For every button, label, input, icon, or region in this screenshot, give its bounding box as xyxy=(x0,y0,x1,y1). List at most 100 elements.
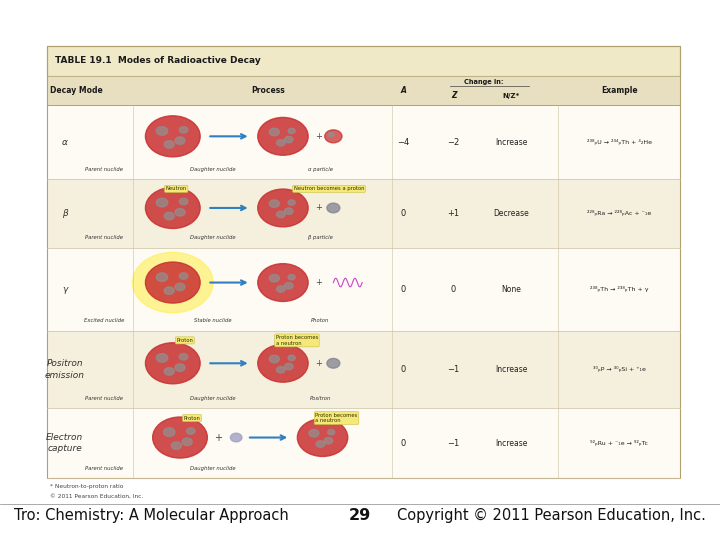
Text: A: A xyxy=(400,86,406,95)
Text: Daughter nuclide: Daughter nuclide xyxy=(189,167,235,172)
Circle shape xyxy=(179,354,188,360)
Text: © 2011 Pearson Education, Inc.: © 2011 Pearson Education, Inc. xyxy=(50,494,144,499)
Circle shape xyxy=(182,438,192,446)
Text: Z: Z xyxy=(451,91,456,100)
Text: * Neutron-to-proton ratio: * Neutron-to-proton ratio xyxy=(50,484,124,489)
Text: Neutron becomes a proton: Neutron becomes a proton xyxy=(294,186,364,191)
Text: ²³⁸ₚU → ²³⁴ₚTh + ⁴₂He: ²³⁸ₚU → ²³⁴ₚTh + ⁴₂He xyxy=(587,139,652,145)
Text: 0: 0 xyxy=(400,438,406,448)
Circle shape xyxy=(164,212,174,220)
Bar xyxy=(47,408,680,478)
Circle shape xyxy=(156,198,168,207)
Circle shape xyxy=(297,418,348,456)
Circle shape xyxy=(186,428,195,434)
Bar xyxy=(47,179,680,248)
Circle shape xyxy=(163,428,175,436)
Circle shape xyxy=(258,264,308,301)
Text: +: + xyxy=(214,433,222,443)
Text: Parent nuclide: Parent nuclide xyxy=(86,167,123,172)
Text: Positron: Positron xyxy=(310,396,331,401)
Text: Tro: Chemistry: A Molecular Approach: Tro: Chemistry: A Molecular Approach xyxy=(14,508,289,523)
Text: Electron
capture: Electron capture xyxy=(46,433,84,453)
Text: ⁹²ₚRu + ⁻₁e → ⁹²ₚTc: ⁹²ₚRu + ⁻₁e → ⁹²ₚTc xyxy=(590,440,648,446)
Text: Decrease: Decrease xyxy=(493,209,529,218)
Circle shape xyxy=(288,200,295,205)
Circle shape xyxy=(269,274,279,282)
Text: −2: −2 xyxy=(447,138,460,147)
Circle shape xyxy=(230,433,242,442)
Circle shape xyxy=(132,252,213,313)
Text: γ: γ xyxy=(62,285,68,294)
Text: Process: Process xyxy=(251,86,285,95)
Circle shape xyxy=(258,189,308,227)
Text: Daughter nuclide: Daughter nuclide xyxy=(189,465,235,471)
Bar xyxy=(47,105,680,179)
Text: α particle: α particle xyxy=(308,167,333,172)
Text: +: + xyxy=(315,132,323,141)
Text: 0: 0 xyxy=(400,209,406,218)
Text: Neutron: Neutron xyxy=(166,186,187,191)
Text: β particle: β particle xyxy=(308,235,333,240)
Circle shape xyxy=(164,140,174,148)
Circle shape xyxy=(309,429,319,437)
Circle shape xyxy=(175,137,185,144)
Text: Proton: Proton xyxy=(176,338,193,343)
Text: 29: 29 xyxy=(349,508,371,523)
Text: Excited nuclide: Excited nuclide xyxy=(84,319,125,323)
Text: Parent nuclide: Parent nuclide xyxy=(86,396,123,401)
Circle shape xyxy=(284,282,293,289)
Circle shape xyxy=(276,286,285,292)
Text: Change in:: Change in: xyxy=(464,79,504,85)
Text: Positron
emission: Positron emission xyxy=(45,360,85,380)
Text: +: + xyxy=(315,278,323,287)
Text: β: β xyxy=(62,209,68,218)
Circle shape xyxy=(145,262,200,303)
Circle shape xyxy=(327,359,340,368)
Circle shape xyxy=(145,343,200,384)
Text: N/Z*: N/Z* xyxy=(503,92,520,99)
Circle shape xyxy=(288,274,295,280)
Text: Daughter nuclide: Daughter nuclide xyxy=(189,235,235,240)
Circle shape xyxy=(316,441,325,447)
Circle shape xyxy=(284,363,293,370)
Text: 0: 0 xyxy=(400,285,406,294)
Text: 0: 0 xyxy=(451,285,456,294)
Text: Proton: Proton xyxy=(184,415,200,421)
Circle shape xyxy=(327,203,340,213)
Circle shape xyxy=(288,128,295,133)
Text: −1: −1 xyxy=(447,438,460,448)
Text: Example: Example xyxy=(601,86,637,95)
Circle shape xyxy=(269,355,279,363)
Text: Stable nuclide: Stable nuclide xyxy=(194,319,231,323)
Text: +: + xyxy=(315,359,323,368)
Circle shape xyxy=(171,442,181,449)
Text: α: α xyxy=(62,138,68,147)
Circle shape xyxy=(156,273,168,281)
Bar xyxy=(47,330,680,408)
Bar xyxy=(47,46,680,478)
Circle shape xyxy=(156,126,168,135)
Circle shape xyxy=(175,208,185,216)
Text: Proton becomes
a neutron: Proton becomes a neutron xyxy=(315,413,358,423)
Circle shape xyxy=(258,117,308,155)
Circle shape xyxy=(153,417,207,458)
Circle shape xyxy=(145,187,200,228)
Circle shape xyxy=(284,208,293,214)
Circle shape xyxy=(179,273,188,279)
Circle shape xyxy=(324,437,333,444)
Text: Increase: Increase xyxy=(495,138,527,147)
Text: +: + xyxy=(315,204,323,212)
Text: −1: −1 xyxy=(447,365,460,374)
Circle shape xyxy=(164,368,174,375)
Text: Parent nuclide: Parent nuclide xyxy=(86,465,123,471)
Text: −4: −4 xyxy=(397,138,410,147)
Text: Proton becomes
a neutron: Proton becomes a neutron xyxy=(276,335,318,346)
Bar xyxy=(47,248,680,330)
Text: 0: 0 xyxy=(400,365,406,374)
Text: Daughter nuclide: Daughter nuclide xyxy=(189,396,235,401)
Circle shape xyxy=(175,364,185,372)
Circle shape xyxy=(179,198,188,205)
Text: Increase: Increase xyxy=(495,365,527,374)
Circle shape xyxy=(145,116,200,157)
Circle shape xyxy=(276,211,285,218)
